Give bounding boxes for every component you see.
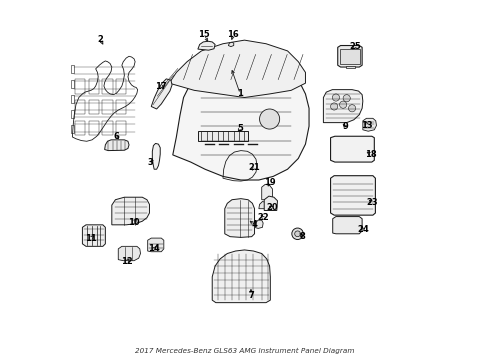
Text: 8: 8 [299,232,305,241]
Polygon shape [212,250,270,303]
Circle shape [339,101,346,108]
Text: 21: 21 [248,163,260,172]
Polygon shape [198,41,215,50]
Polygon shape [228,42,233,46]
Text: 3: 3 [147,158,153,167]
Text: 2017 Mercedes-Benz GLS63 AMG Instrument Panel Diagram: 2017 Mercedes-Benz GLS63 AMG Instrument … [135,348,353,354]
Text: 1: 1 [237,89,243,98]
Circle shape [343,95,349,102]
Polygon shape [362,118,376,131]
Text: 11: 11 [85,234,97,243]
Polygon shape [337,45,362,67]
Text: 16: 16 [227,30,239,39]
Text: 25: 25 [348,42,360,51]
Circle shape [330,103,337,110]
Polygon shape [147,238,163,252]
Text: 24: 24 [356,225,368,234]
Text: 23: 23 [365,198,377,207]
Text: 4: 4 [251,220,257,229]
Polygon shape [224,199,254,237]
Polygon shape [198,131,247,140]
Text: 6: 6 [113,132,119,141]
Circle shape [294,231,300,237]
Polygon shape [82,225,105,246]
Polygon shape [118,246,140,261]
Text: 14: 14 [148,244,160,253]
Polygon shape [152,143,160,169]
Polygon shape [264,196,277,211]
Polygon shape [332,217,362,234]
Polygon shape [323,90,362,123]
Polygon shape [258,202,266,209]
Text: 9: 9 [342,122,348,131]
Polygon shape [330,136,373,162]
Text: 10: 10 [128,218,140,227]
Text: 18: 18 [364,150,376,159]
Polygon shape [254,220,263,228]
Text: 7: 7 [247,291,253,300]
Text: 20: 20 [266,203,278,212]
Polygon shape [330,176,375,215]
Polygon shape [172,58,308,180]
Text: 19: 19 [264,178,276,187]
Text: 5: 5 [237,123,243,132]
Text: 2: 2 [97,35,103,44]
Text: 12: 12 [121,257,132,266]
Text: 13: 13 [361,121,372,130]
Polygon shape [104,140,129,150]
Circle shape [332,94,339,101]
Polygon shape [169,40,305,98]
Polygon shape [151,79,172,109]
Polygon shape [112,197,149,225]
Circle shape [348,105,355,112]
Polygon shape [339,49,359,64]
Text: 17: 17 [155,82,167,91]
Text: 22: 22 [257,213,268,222]
Polygon shape [261,184,272,200]
Polygon shape [345,66,354,68]
Circle shape [291,228,303,239]
Text: 15: 15 [198,30,210,39]
Circle shape [259,109,279,129]
